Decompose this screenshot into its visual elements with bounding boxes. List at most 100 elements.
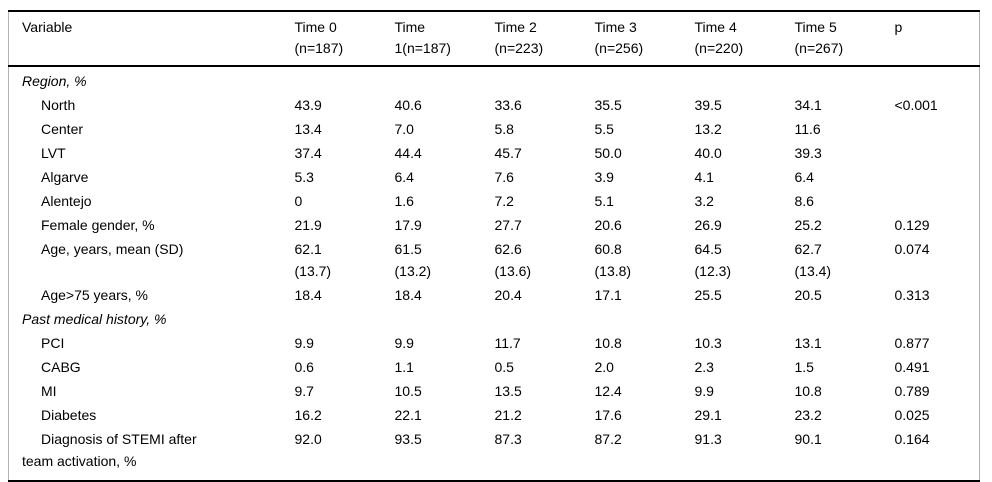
value-cell: 5.8: [494, 121, 514, 137]
value-cell: [582, 307, 682, 331]
value-cell: 9.9: [394, 335, 414, 351]
row-label-cell: Diabetes: [41, 407, 97, 423]
p-value-cell: 0.313: [894, 287, 930, 303]
p-value-cell: [882, 307, 980, 331]
value-cell: 17.1: [594, 287, 622, 303]
col-header-p: p: [881, 11, 980, 67]
value-cell: 11.6: [794, 121, 821, 137]
value-cell: 93.5: [394, 431, 422, 447]
value-cell: 11.7: [494, 335, 521, 351]
data-row: Center 13.4 7.0 5.8 5.5 13.2 11.6: [9, 117, 980, 141]
value-cell: 20.4: [494, 287, 522, 303]
value-cell: 0: [294, 193, 303, 209]
value-cell: 3.2: [694, 193, 714, 209]
value-cell: 5.1: [594, 193, 614, 209]
value-cell: 64.5 (12.3): [694, 241, 732, 279]
data-row: LVT 37.4 44.4 45.7 50.0 40.0 39.3: [9, 141, 980, 165]
baseline-characteristics-table: Variable Time 0 (n=187) Time 1(n=187) Ti…: [8, 10, 980, 482]
row-label-cell: MI: [41, 383, 57, 399]
value-cell: 7.0: [394, 121, 414, 137]
value-cell: 8.6: [794, 193, 814, 209]
col-header-time4: Time 4 (n=220): [681, 11, 782, 67]
value-cell: 5.5: [594, 121, 614, 137]
value-cell: 10.8: [594, 335, 622, 351]
value-cell: 23.2: [794, 407, 822, 423]
value-cell: 18.4: [394, 287, 422, 303]
value-cell: 9.9: [694, 383, 714, 399]
col-header-time3: Time 3 (n=256): [581, 11, 682, 67]
value-cell: 90.1: [794, 431, 822, 447]
value-cell: [782, 66, 882, 93]
col-header-variable: Variable: [8, 11, 282, 67]
value-cell: 13.5: [494, 383, 522, 399]
row-label-cell: Past medical history, %: [22, 311, 167, 327]
value-cell: 45.7: [494, 145, 522, 161]
header-row: Variable Time 0 (n=187) Time 1(n=187) Ti…: [8, 11, 980, 67]
value-cell: 7.6: [494, 169, 514, 185]
section-header-row: Past medical history, %: [9, 307, 980, 331]
row-label-cell: PCI: [41, 335, 65, 351]
row-label-cell: Algarve: [41, 169, 89, 185]
value-cell: 6.4: [394, 169, 414, 185]
value-cell: 0.6: [294, 359, 314, 375]
value-cell: 2.0: [594, 359, 614, 375]
data-row: Diagnosis of STEMI after team activation…: [9, 427, 980, 481]
value-cell: 18.4: [294, 287, 322, 303]
data-row: North 43.9 40.6 33.6 35.5 39.5 34.1 <0.001: [9, 93, 980, 117]
data-row: PCI 9.9 9.9 11.7 10.8 10.3 13.1 0.877: [9, 331, 980, 355]
p-value-cell: [882, 165, 980, 189]
p-value-cell: <0.001: [894, 97, 938, 113]
value-cell: 22.1: [394, 407, 422, 423]
value-cell: 91.3: [694, 431, 722, 447]
value-cell: 17.9: [394, 217, 422, 233]
value-cell: 21.2: [494, 407, 522, 423]
value-cell: 5.3: [294, 169, 314, 185]
data-row: Diabetes 16.2 22.1 21.2 17.6 29.1 23.2 0.025: [9, 403, 980, 427]
value-cell: 44.4: [394, 145, 422, 161]
value-cell: 43.9: [294, 97, 322, 113]
value-cell: 7.2: [494, 193, 514, 209]
value-cell: 10.3: [694, 335, 722, 351]
data-row: Alentejo 0 1.6 7.2 5.1 3.2 8.6: [9, 189, 980, 213]
value-cell: 20.6: [594, 217, 622, 233]
row-label-cell: Alentejo: [41, 193, 92, 209]
value-cell: [682, 66, 782, 93]
col-header-time1: Time 1(n=187): [381, 11, 482, 67]
data-row: CABG 0.6 1.1 0.5 2.0 2.3 1.5 0.491: [9, 355, 980, 379]
value-cell: [682, 307, 782, 331]
p-value-cell: [882, 66, 980, 93]
value-cell: 26.9: [694, 217, 722, 233]
value-cell: 87.2: [594, 431, 622, 447]
value-cell: 62.6 (13.6): [494, 241, 532, 279]
value-cell: [282, 66, 382, 93]
value-cell: [382, 66, 482, 93]
value-cell: 92.0: [294, 431, 322, 447]
row-label-cell: Female gender, %: [41, 217, 155, 233]
value-cell: 61.5 (13.2): [394, 241, 432, 279]
value-cell: 35.5: [594, 97, 622, 113]
value-cell: 6.4: [794, 169, 814, 185]
p-value-cell: 0.789: [894, 383, 930, 399]
value-cell: 60.8 (13.8): [594, 241, 632, 279]
value-cell: 1.5: [794, 359, 814, 375]
value-cell: 62.1 (13.7): [294, 241, 332, 279]
value-cell: 62.7 (13.4): [794, 241, 832, 279]
col-header-time2: Time 2 (n=223): [481, 11, 582, 67]
value-cell: 1.1: [394, 359, 414, 375]
value-cell: [482, 307, 582, 331]
p-value-cell: 0.877: [894, 335, 930, 351]
p-value-cell: 0.074: [894, 241, 930, 257]
value-cell: 3.9: [594, 169, 614, 185]
value-cell: 25.2: [794, 217, 822, 233]
value-cell: 27.7: [494, 217, 522, 233]
value-cell: 39.5: [694, 97, 722, 113]
p-value-cell: 0.164: [894, 431, 930, 447]
section-header-row: Region, %: [9, 66, 980, 93]
data-row: Age>75 years, % 18.4 18.4 20.4 17.1 25.5 20.5 0…: [9, 283, 980, 307]
paper-table-sheet: Variable Time 0 (n=187) Time 1(n=187) Ti…: [8, 10, 980, 482]
data-row: Algarve 5.3 6.4 7.6 3.9 4.1 6.4: [9, 165, 980, 189]
value-cell: [482, 66, 582, 93]
value-cell: 29.1: [694, 407, 722, 423]
p-value-cell: [882, 189, 980, 213]
row-label-cell: Diagnosis of STEMI after team activation…: [22, 431, 197, 469]
